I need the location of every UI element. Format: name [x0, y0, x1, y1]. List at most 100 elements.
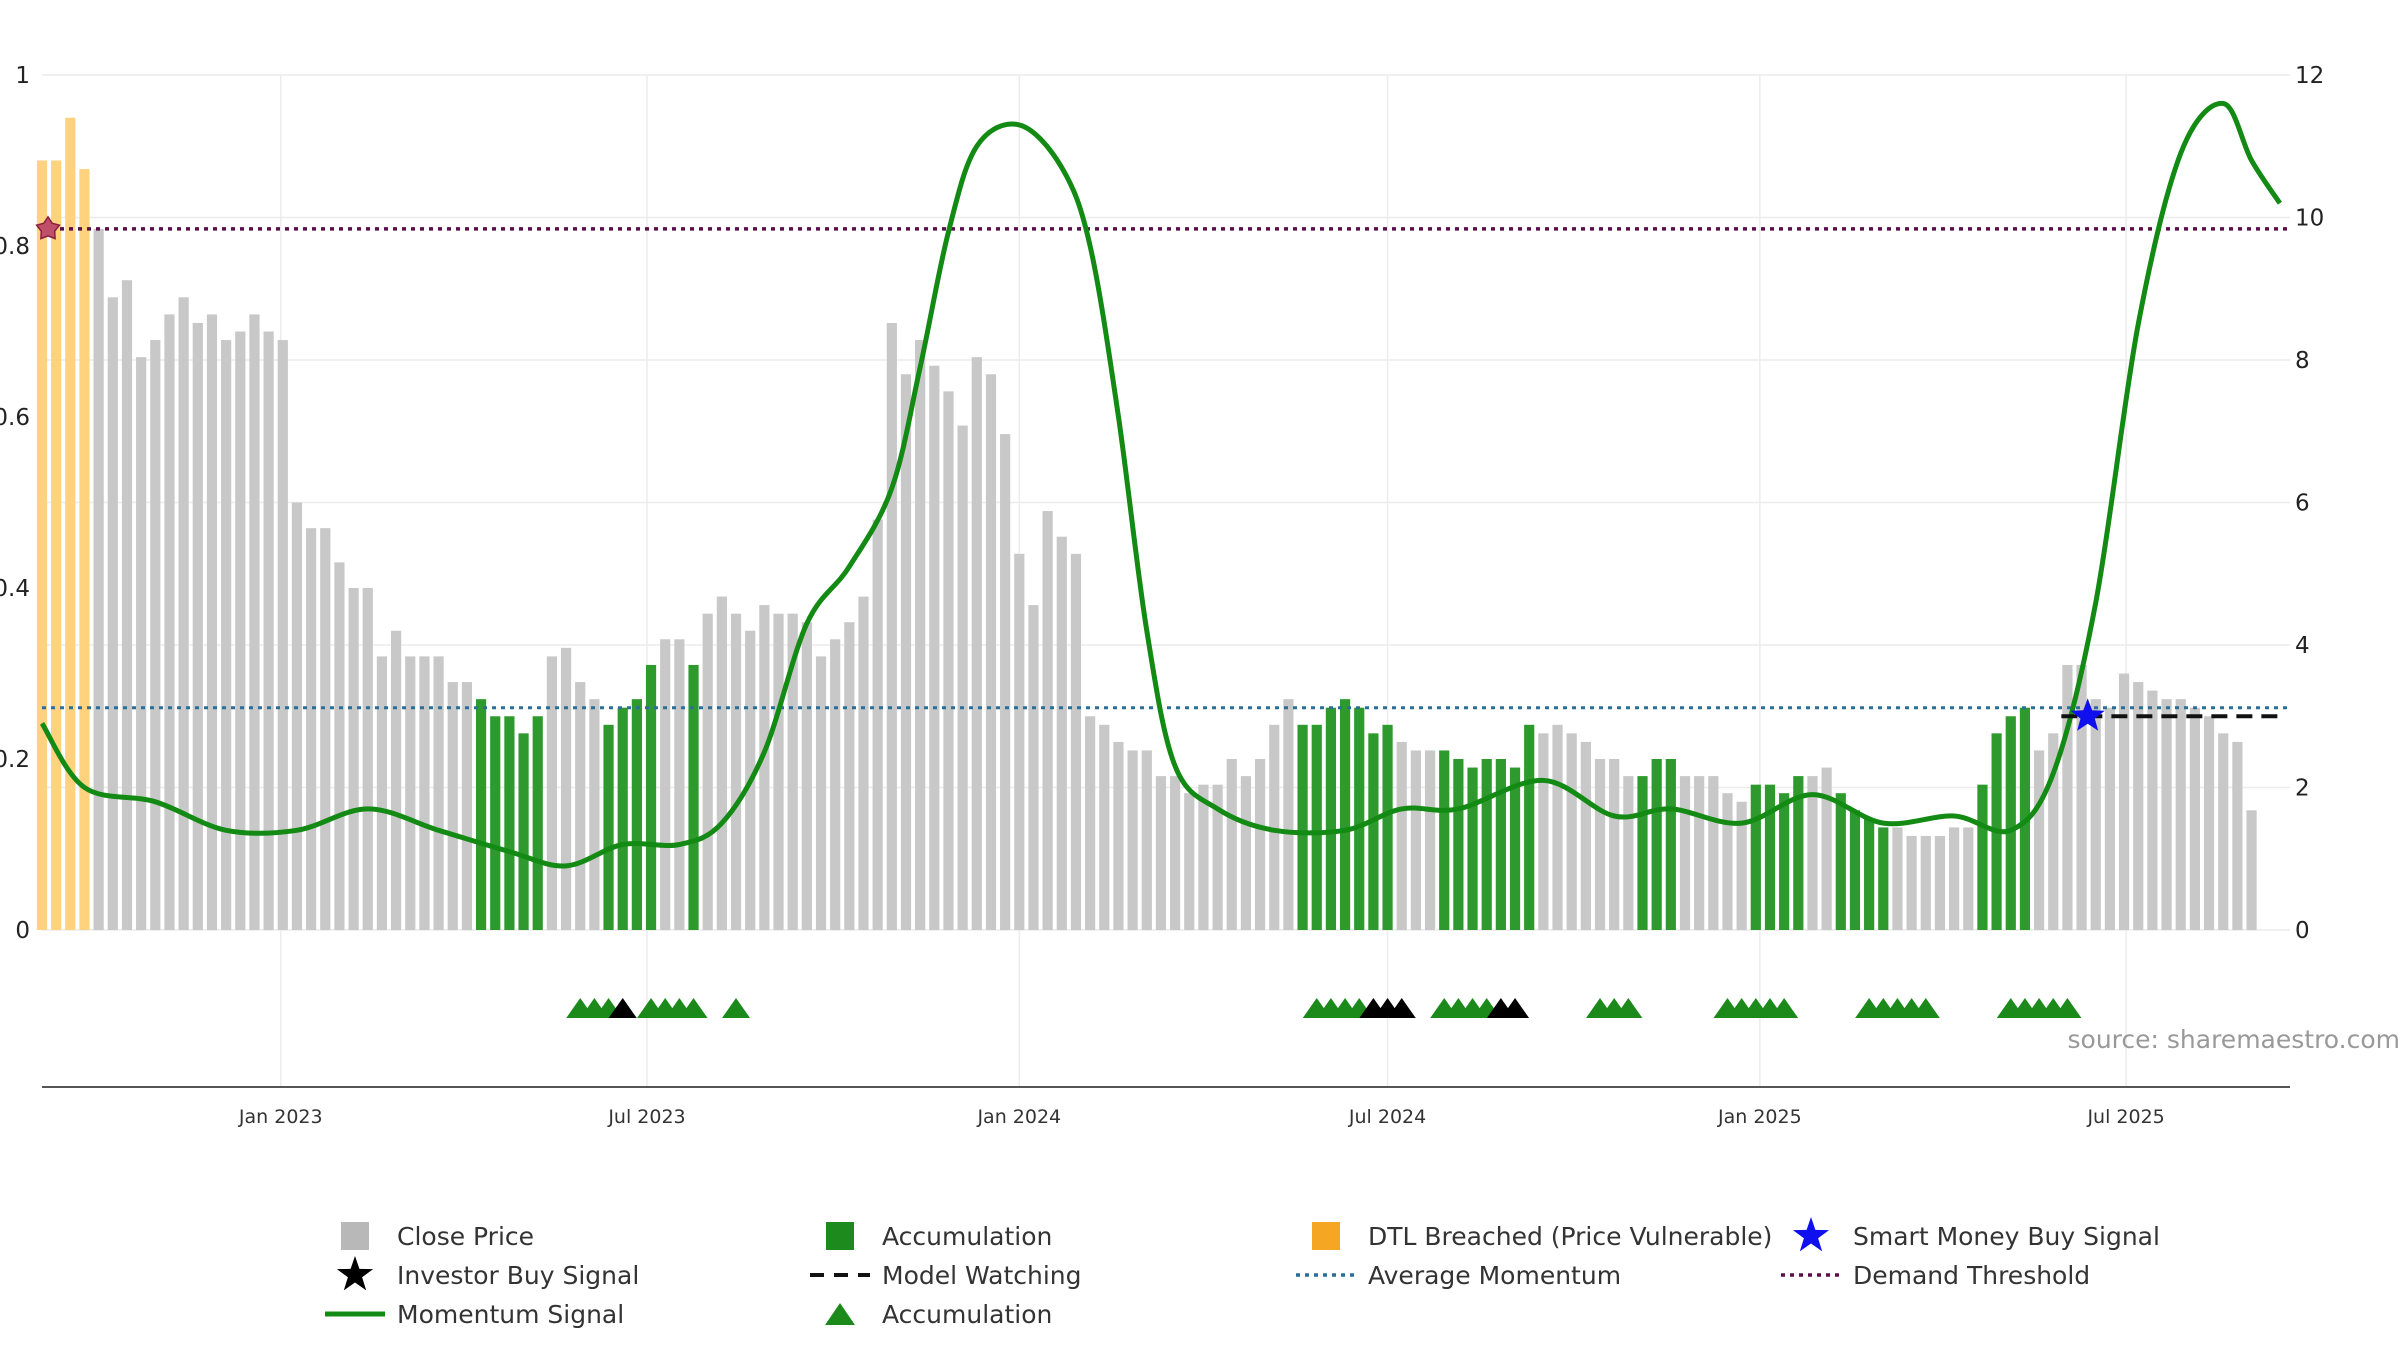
- close-price-bar: [334, 562, 344, 930]
- x-axis-tick-label: Jan 2024: [976, 1106, 1061, 1128]
- close-price-bar: [377, 656, 387, 930]
- close-price-bar: [1283, 699, 1293, 930]
- close-price-bar: [2204, 716, 2214, 930]
- close-price-bar: [1907, 836, 1917, 930]
- accumulation-bar: [1439, 750, 1449, 930]
- legend-label: DTL Breached (Price Vulnerable): [1368, 1222, 1772, 1251]
- dtl-breached-bar: [51, 161, 61, 931]
- close-price-bar: [306, 528, 316, 930]
- close-price-bar: [873, 520, 883, 930]
- close-price-bar: [2105, 708, 2115, 930]
- legend-item: Close Price: [341, 1222, 534, 1251]
- close-price-bar: [1085, 716, 1095, 930]
- green-square-icon: [826, 1222, 854, 1250]
- right-axis-tick-label: 12: [2295, 63, 2324, 89]
- close-price-bar: [164, 314, 174, 930]
- accumulation-bar: [1326, 708, 1336, 930]
- close-price-bar: [1807, 776, 1817, 930]
- accumulation-bar: [1779, 793, 1789, 930]
- close-price-bar: [703, 614, 713, 930]
- accumulation-bar: [632, 699, 642, 930]
- close-price-bar: [2133, 682, 2143, 930]
- accumulation-bar: [1340, 699, 1350, 930]
- close-price-bar: [802, 622, 812, 930]
- markers-layer: [566, 998, 2081, 1018]
- x-axis-tick-label: Jan 2023: [238, 1106, 323, 1128]
- close-price-bar: [122, 280, 132, 930]
- close-price-bar: [1538, 733, 1548, 930]
- right-axis-tick-label: 4: [2295, 633, 2310, 659]
- close-price-bar: [1581, 742, 1591, 930]
- accumulation-bar: [1878, 827, 1888, 930]
- legend-label: Demand Threshold: [1853, 1261, 2090, 1290]
- close-price-bar: [433, 656, 443, 930]
- legend-item: DTL Breached (Price Vulnerable): [1312, 1222, 1772, 1251]
- close-price-bar: [986, 374, 996, 930]
- close-price-bar: [150, 340, 160, 930]
- close-price-bar: [1567, 733, 1577, 930]
- legend-label: Accumulation: [882, 1300, 1052, 1329]
- close-price-bar: [2161, 699, 2171, 930]
- close-price-bar: [193, 323, 203, 930]
- close-price-bar: [1935, 836, 1945, 930]
- close-price-bar: [1680, 776, 1690, 930]
- accumulation-bar: [1666, 759, 1676, 930]
- close-price-bar: [1156, 776, 1166, 930]
- close-price-bar: [292, 503, 302, 931]
- dtl-breached-bar: [37, 161, 47, 931]
- orange-square-icon: [1312, 1222, 1340, 1250]
- accumulation-bar: [1368, 733, 1378, 930]
- dtl-breached-bar: [65, 118, 75, 930]
- close-price-bar: [2246, 810, 2256, 930]
- close-price-bar: [1722, 793, 1732, 930]
- close-price-bar: [943, 391, 953, 930]
- accumulation-bar: [1524, 725, 1534, 930]
- close-price-bar: [1552, 725, 1562, 930]
- accumulation-bar: [1977, 785, 1987, 930]
- accumulation-bar: [1312, 725, 1322, 930]
- left-axis-tick-label: 1: [15, 63, 30, 89]
- close-price-bar: [2176, 699, 2186, 930]
- close-price-bar: [2091, 699, 2101, 930]
- left-axis-tick-label: 0.6: [0, 405, 30, 431]
- close-price-bar: [1949, 827, 1959, 930]
- close-price-bar: [1071, 554, 1081, 930]
- close-price-bar: [1099, 725, 1109, 930]
- close-price-bar: [717, 597, 727, 930]
- accumulation-bar: [1652, 759, 1662, 930]
- close-price-bar: [391, 631, 401, 930]
- close-price-bar: [575, 682, 585, 930]
- accumulation-bar: [504, 716, 514, 930]
- close-price-bar: [589, 699, 599, 930]
- close-price-bar: [1128, 750, 1138, 930]
- close-price-bar: [207, 314, 217, 930]
- accumulation-bar: [1496, 759, 1506, 930]
- close-price-bar: [278, 340, 288, 930]
- accumulation-bar: [1354, 708, 1364, 930]
- close-price-bar: [448, 682, 458, 930]
- close-price-bar: [235, 332, 245, 931]
- accumulation-bar: [1467, 768, 1477, 930]
- close-price-bar: [1963, 827, 1973, 930]
- close-price-bar: [1057, 537, 1067, 930]
- close-price-bar: [2076, 665, 2086, 930]
- source-label: source: sharemaestro.com: [2068, 1025, 2400, 1054]
- close-price-bar: [773, 614, 783, 930]
- legend-item: Smart Money Buy Signal: [1793, 1217, 2160, 1251]
- close-price-bar: [1921, 836, 1931, 930]
- accumulation-bar: [490, 716, 500, 930]
- close-price-bar: [1397, 742, 1407, 930]
- left-axis-tick-label: 0: [15, 918, 30, 944]
- close-price-bar: [929, 366, 939, 930]
- legend-layer: Close Price Accumulation DTL Breached (Pri…: [325, 1217, 2160, 1329]
- legend-item: Accumulation: [825, 1300, 1052, 1329]
- accumulation-bar: [1850, 810, 1860, 930]
- accumulation-bar: [646, 665, 656, 930]
- accumulation-bar: [618, 708, 628, 930]
- close-price-bar: [1184, 793, 1194, 930]
- close-price-bar: [1822, 768, 1832, 930]
- accumulation-bar: [2006, 716, 2016, 930]
- close-price-bar: [547, 656, 557, 930]
- close-price-bar: [844, 622, 854, 930]
